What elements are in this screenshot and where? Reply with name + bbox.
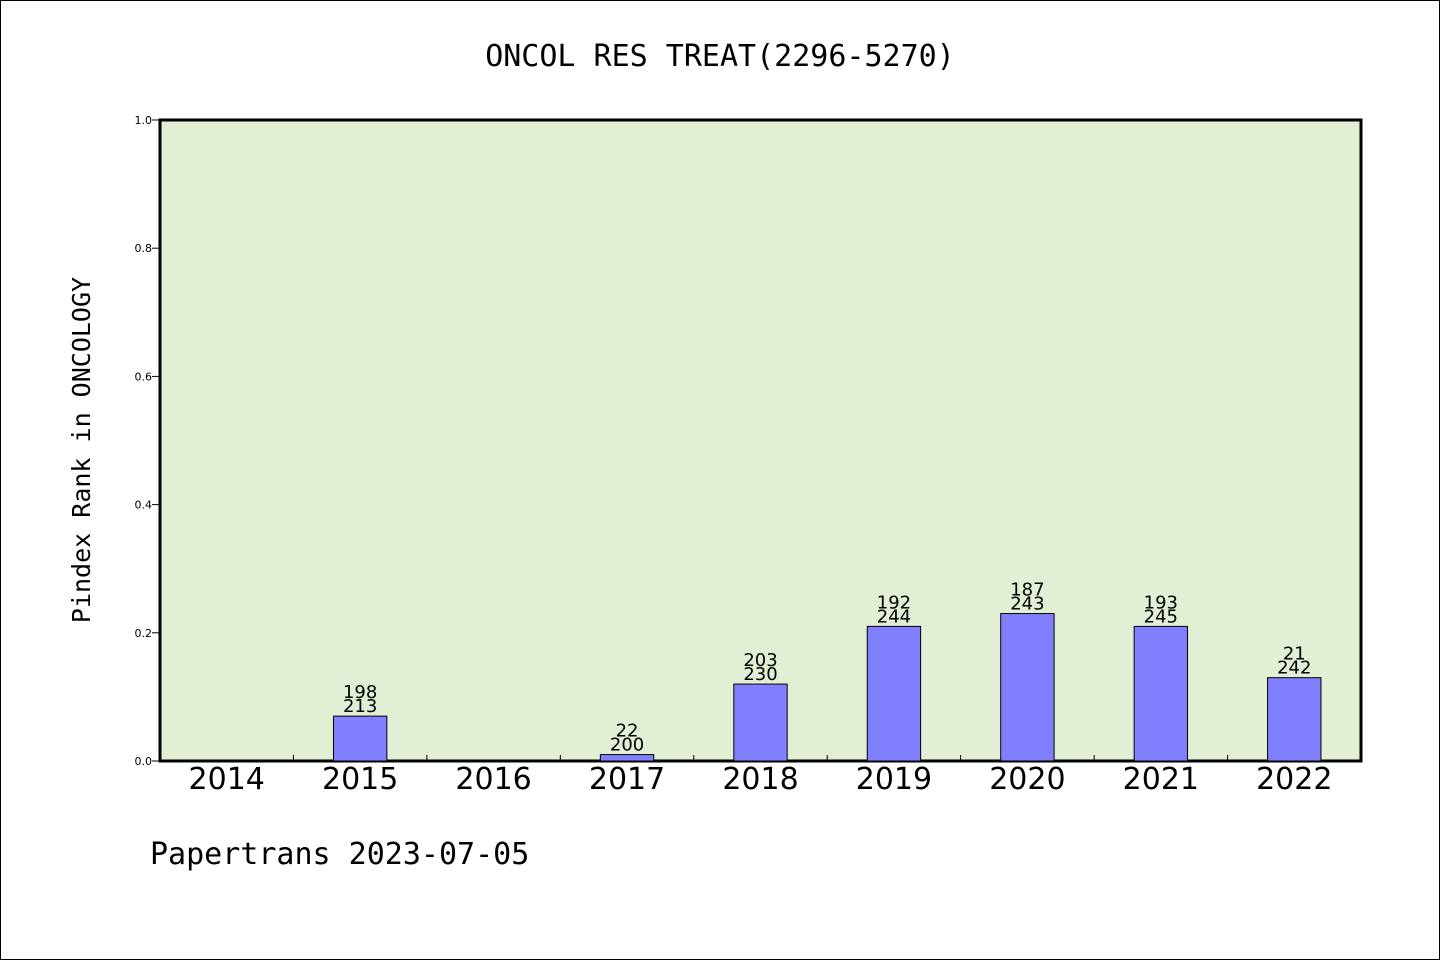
bar-label-top: 198 (343, 682, 377, 703)
bar-label-bottom: 245 (1144, 606, 1178, 627)
x-axis-ticks: 2014 2015 2016 2017 2018 2019 2020 2021 2022 (189, 755, 1332, 797)
bar-2022 (1267, 677, 1322, 762)
bar-2017 (599, 754, 655, 762)
x-tick-label: 2016 (455, 762, 531, 797)
bar-label-bottom: 244 (877, 606, 911, 627)
y-tick-label: 0.6 (135, 370, 153, 383)
y-tick-label: 0.8 (135, 242, 153, 255)
bar-label-bottom: 243 (1010, 594, 1044, 615)
bar-2021 (1133, 625, 1189, 762)
bar-2020 (1000, 613, 1055, 762)
y-tick-label: 0.2 (135, 627, 153, 640)
bar-label-top: 192 (877, 592, 911, 613)
y-axis-ticks: 0.0 0.2 0.4 0.6 0.8 1.0 (135, 114, 160, 768)
y-axis-label: Pindex Rank in ONCOLOGY (67, 277, 96, 623)
bar-label-bottom: 200 (610, 735, 644, 756)
y-tick-label: 0.4 (135, 499, 153, 512)
x-tick-label: 2015 (322, 762, 398, 797)
chart-title: ONCOL RES TREAT(2296-5270) (485, 39, 955, 74)
bar-label-top: 187 (1010, 580, 1044, 601)
x-tick-label: 2019 (856, 762, 932, 797)
bar-label-bottom: 213 (343, 696, 377, 717)
footer-text: Papertrans 2023-07-05 (150, 837, 529, 872)
x-tick-label: 2018 (722, 762, 798, 797)
bar-label-top: 22 (616, 721, 639, 742)
bar-2018 (733, 683, 788, 762)
x-tick-label: 2014 (189, 762, 265, 797)
bar-label-bottom: 230 (743, 664, 777, 685)
bar-label-top: 21 (1283, 644, 1306, 665)
x-tick-label: 2017 (589, 762, 665, 797)
x-tick-label: 2020 (989, 762, 1065, 797)
x-tick-label: 2022 (1256, 762, 1332, 797)
bar-label-top: 193 (1144, 592, 1178, 613)
bar-label-top: 203 (743, 650, 777, 671)
y-tick-label: 0.0 (135, 755, 153, 768)
bar-2019 (866, 625, 922, 762)
bar-2015 (332, 715, 388, 762)
x-tick-label: 2021 (1123, 762, 1199, 797)
y-tick-label: 1.0 (135, 114, 153, 127)
bar-label-bottom: 242 (1277, 658, 1311, 679)
